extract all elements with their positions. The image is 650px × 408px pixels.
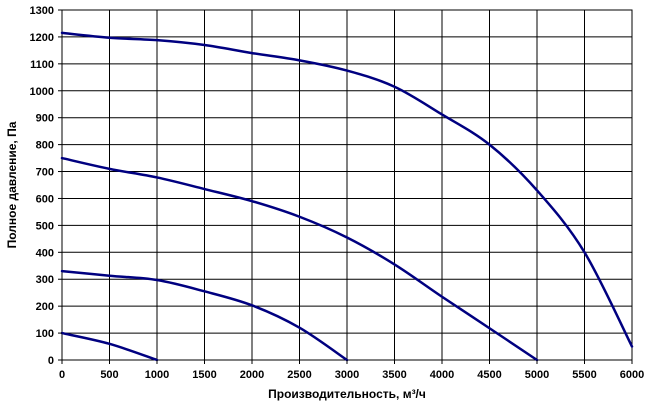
x-tick-label: 5000 — [525, 369, 549, 381]
y-tick-label: 800 — [36, 140, 54, 152]
y-tick-label: 1100 — [30, 59, 54, 71]
x-tick-label: 3500 — [382, 369, 406, 381]
y-tick-label: 1200 — [30, 32, 54, 44]
y-tick-label: 0 — [48, 355, 54, 367]
y-axis-label: Полное давление, Па — [5, 121, 19, 248]
series-line — [60, 156, 539, 362]
x-tick-label: 0 — [59, 369, 65, 381]
x-tick-label: 6000 — [620, 369, 644, 381]
x-tick-label: 1000 — [145, 369, 169, 381]
x-axis-label: Производительность, м³/ч — [268, 387, 426, 401]
y-tick-label: 500 — [36, 220, 54, 232]
grid — [61, 9, 633, 361]
y-tick-label: 700 — [36, 167, 54, 179]
y-tick-label: 1000 — [30, 86, 54, 98]
x-tick-label: 500 — [100, 369, 118, 381]
y-tick-label: 600 — [36, 193, 54, 205]
y-axis-ticks: 0 100 200 300 400 500 600 700 800 900 1000 1100 1200… — [30, 5, 62, 367]
y-tick-label: 900 — [36, 113, 54, 125]
x-tick-label: 3000 — [335, 369, 359, 381]
y-tick-label: 200 — [36, 301, 54, 313]
series-layer — [60, 31, 634, 362]
y-tick-label: 1300 — [30, 5, 54, 17]
series-line — [60, 269, 349, 362]
x-tick-label: 4500 — [477, 369, 501, 381]
x-tick-label: 5500 — [572, 369, 596, 381]
y-tick-label: 100 — [36, 328, 54, 340]
x-tick-label: 4000 — [430, 369, 454, 381]
x-tick-label: 2500 — [287, 369, 311, 381]
y-tick-label: 300 — [36, 274, 54, 286]
x-tick-label: 1500 — [192, 369, 216, 381]
series-line — [60, 31, 634, 348]
series-line — [60, 331, 159, 362]
x-tick-label: 2000 — [240, 369, 264, 381]
x-axis-ticks: 0 500 1000 1500 2000 2500 3000 3500 4000 4500 5000… — [59, 360, 644, 381]
y-tick-label: 400 — [36, 247, 54, 259]
